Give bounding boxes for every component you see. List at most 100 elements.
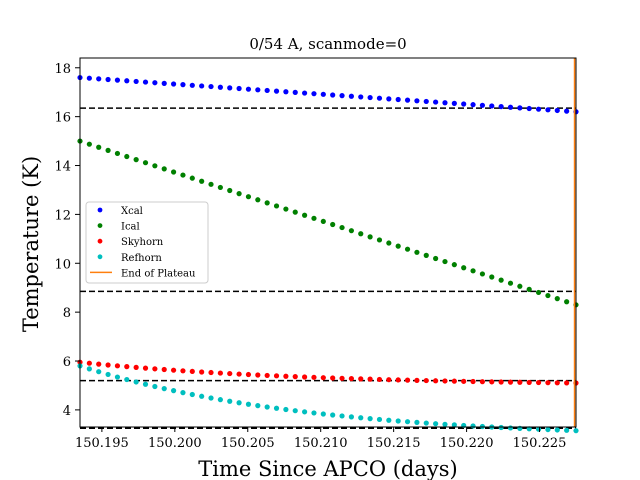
point-ical-17 xyxy=(236,191,242,197)
point-xcal-26 xyxy=(320,91,326,97)
point-refhorn-29 xyxy=(348,414,354,420)
point-skyhorn-37 xyxy=(423,377,429,384)
point-skyhorn-1 xyxy=(86,360,92,366)
point-refhorn-31 xyxy=(367,416,373,422)
point-refhorn-2 xyxy=(96,369,102,375)
point-refhorn-25 xyxy=(311,410,317,416)
point-xcal-7 xyxy=(142,79,149,85)
point-xcal-18 xyxy=(245,86,252,92)
point-refhorn-3 xyxy=(105,371,111,378)
point-ical-30 xyxy=(358,231,364,237)
point-xcal-14 xyxy=(208,83,214,90)
point-ical-45 xyxy=(498,277,504,283)
point-ical-8 xyxy=(152,163,158,169)
point-ical-11 xyxy=(180,172,186,178)
x-tick-label-2: 150.205 xyxy=(221,436,275,451)
point-xcal-23 xyxy=(292,89,298,95)
point-ical-39 xyxy=(442,258,448,265)
chart-title: 0/54 A, scanmode=0 xyxy=(249,35,406,53)
point-xcal-34 xyxy=(395,96,401,103)
point-xcal-9 xyxy=(161,80,167,86)
y-tick-label-7: 18 xyxy=(54,62,71,77)
point-skyhorn-38 xyxy=(433,378,439,384)
axes-layer: 150.195 150.200 150.205 150.210 150.215 150.2… xyxy=(54,57,577,451)
point-xcal-42 xyxy=(470,102,476,108)
point-ical-38 xyxy=(433,255,439,262)
point-ical-29 xyxy=(348,228,354,234)
x-tick-label-5: 150.220 xyxy=(440,436,494,451)
point-refhorn-50 xyxy=(545,426,551,433)
point-xcal-22 xyxy=(283,89,289,95)
point-skyhorn-6 xyxy=(133,364,139,370)
point-refhorn-39 xyxy=(442,421,448,427)
point-refhorn-6 xyxy=(133,379,139,385)
x-tick-label-4: 150.215 xyxy=(367,436,421,451)
point-skyhorn-44 xyxy=(489,379,495,385)
point-xcal-8 xyxy=(152,80,158,86)
point-ical-26 xyxy=(320,218,326,225)
point-skyhorn-22 xyxy=(283,373,289,379)
point-refhorn-8 xyxy=(152,383,158,390)
point-refhorn-13 xyxy=(199,393,205,399)
series-skyhorn xyxy=(77,359,579,386)
point-xcal-48 xyxy=(526,105,532,112)
point-skyhorn-24 xyxy=(302,374,308,380)
point-ical-48 xyxy=(526,286,532,292)
point-refhorn-34 xyxy=(395,418,401,424)
point-skyhorn-52 xyxy=(564,380,570,386)
point-skyhorn-26 xyxy=(320,375,326,381)
point-xcal-16 xyxy=(227,85,233,91)
point-xcal-17 xyxy=(236,85,242,92)
point-refhorn-40 xyxy=(451,422,457,428)
point-skyhorn-15 xyxy=(217,370,223,376)
point-skyhorn-13 xyxy=(199,369,205,375)
y-tick-label-6: 16 xyxy=(54,111,71,126)
point-xcal-37 xyxy=(423,98,429,105)
point-ical-37 xyxy=(423,252,429,258)
point-skyhorn-14 xyxy=(208,369,214,376)
point-xcal-28 xyxy=(339,93,345,99)
point-xcal-1 xyxy=(86,75,92,81)
point-skyhorn-16 xyxy=(227,370,233,377)
x-axis-label: Time Since APCO (days) xyxy=(198,457,457,480)
point-skyhorn-33 xyxy=(386,377,392,383)
point-xcal-3 xyxy=(105,76,111,83)
y-tick-label-2: 8 xyxy=(63,306,71,321)
point-refhorn-48 xyxy=(526,426,532,432)
point-skyhorn-50 xyxy=(545,380,551,386)
legend-label-ical: Ical xyxy=(121,222,140,233)
point-refhorn-5 xyxy=(124,376,130,383)
point-xcal-4 xyxy=(114,77,121,83)
point-skyhorn-23 xyxy=(292,374,298,380)
point-xcal-21 xyxy=(273,88,280,94)
point-refhorn-19 xyxy=(255,403,261,409)
point-xcal-41 xyxy=(461,101,467,107)
point-refhorn-7 xyxy=(142,381,149,387)
x-tick-label-1: 150.200 xyxy=(148,436,202,451)
y-axis-label: Temperature (K) xyxy=(19,156,43,332)
point-xcal-19 xyxy=(255,87,261,93)
point-ical-46 xyxy=(507,280,514,286)
legend: Xcal Ical Skyhorn Refhorn End of Plateau xyxy=(85,201,209,284)
point-refhorn-30 xyxy=(358,415,364,421)
point-xcal-40 xyxy=(451,100,457,106)
point-skyhorn-19 xyxy=(255,372,261,378)
point-skyhorn-32 xyxy=(376,376,383,383)
point-refhorn-18 xyxy=(245,401,252,407)
legend-label-end-of-plateau: End of Plateau xyxy=(121,268,196,279)
point-skyhorn-27 xyxy=(330,375,336,381)
y-tick-label-1: 6 xyxy=(63,355,71,370)
point-ical-47 xyxy=(517,283,523,289)
point-skyhorn-31 xyxy=(367,376,373,382)
point-skyhorn-17 xyxy=(236,371,242,377)
point-skyhorn-47 xyxy=(517,379,523,385)
point-xcal-32 xyxy=(376,95,383,101)
legend-box xyxy=(85,201,209,284)
point-ical-12 xyxy=(189,175,195,181)
point-xcal-33 xyxy=(386,96,392,102)
legend-label-refhorn: Refhorn xyxy=(121,253,162,264)
point-xcal-35 xyxy=(404,97,411,103)
point-refhorn-16 xyxy=(227,398,233,404)
point-refhorn-17 xyxy=(236,400,242,406)
point-ical-19 xyxy=(255,197,261,203)
